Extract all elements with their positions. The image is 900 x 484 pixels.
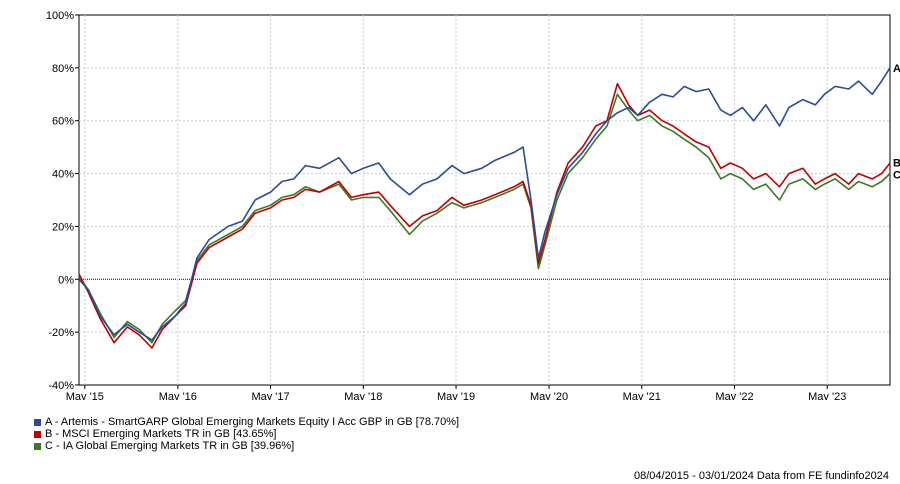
y-tick-label: -20% — [48, 327, 74, 339]
y-tick-label: 80% — [52, 63, 74, 75]
x-tick-label: May '15 — [66, 391, 104, 400]
legend-swatch-b — [34, 430, 41, 438]
series-end-labels: A BC — [893, 63, 900, 181]
series-end-label-c: C — [893, 169, 900, 181]
x-tick-label: May '16 — [159, 391, 197, 400]
legend-swatch-c — [34, 442, 41, 450]
legend-item-a: A - Artemis - SmartGARP Global Emerging … — [34, 416, 459, 428]
y-tick-label: 40% — [52, 169, 74, 181]
x-tick-label: May '23 — [808, 391, 846, 400]
y-tick-label: 60% — [52, 116, 74, 128]
legend-item-c: C - IA Global Emerging Markets TR in GB … — [34, 440, 459, 452]
legend-item-b: B - MSCI Emerging Markets TR in GB [43.6… — [34, 428, 459, 440]
y-tick-label: 0% — [58, 274, 74, 286]
series-end-label-b: B — [893, 157, 900, 169]
series-lines — [78, 67, 891, 349]
legend-swatch-a — [34, 418, 41, 426]
x-tick-label: May '18 — [344, 391, 382, 400]
legend-label-c: C - IA Global Emerging Markets TR in GB … — [45, 440, 295, 452]
legend-label-b: B - MSCI Emerging Markets TR in GB [43.6… — [45, 428, 277, 440]
series-line-a — [78, 67, 891, 341]
x-tick-label: May '22 — [715, 391, 753, 400]
x-tick-label: May '20 — [530, 391, 568, 400]
x-tick-label: May '21 — [623, 391, 661, 400]
series-end-label-a: A — [893, 63, 900, 75]
y-tick-label: -40% — [48, 380, 74, 392]
axis-ticks: -40% -20% 0% 20% 40% 60% 80% 100% May '15 May '16… — [46, 10, 846, 400]
y-tick-label: 100% — [46, 10, 74, 22]
x-tick-label: May '19 — [437, 391, 475, 400]
series-line-c — [78, 93, 891, 344]
performance-chart: -40% -20% 0% 20% 40% 60% 80% 100% May '15 May '16… — [46, 10, 900, 400]
series-line-b — [78, 82, 891, 349]
legend-label-a: A - Artemis - SmartGARP Global Emerging … — [45, 416, 460, 428]
y-tick-label: 20% — [52, 221, 74, 233]
legend: A - Artemis - SmartGARP Global Emerging … — [34, 416, 459, 452]
x-tick-label: May '17 — [251, 391, 289, 400]
data-source-footer: 08/04/2015 - 03/01/2024 Data from FE fun… — [633, 470, 889, 482]
grid-lines — [79, 15, 890, 385]
plot-area — [78, 14, 891, 386]
